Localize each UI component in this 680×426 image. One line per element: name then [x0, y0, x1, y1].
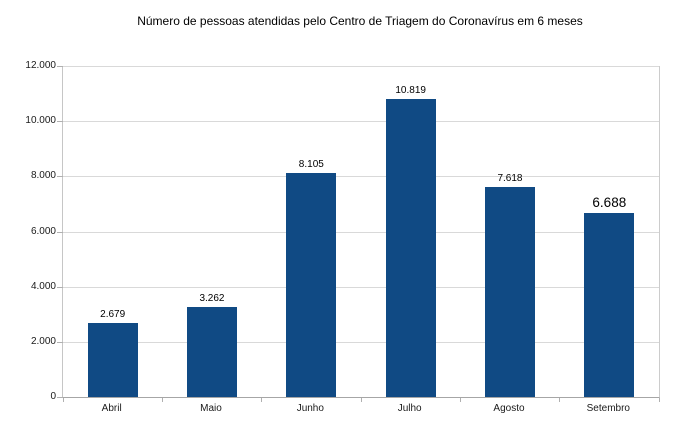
chart-title: Número de pessoas atendidas pelo Centro …	[137, 14, 583, 28]
x-axis-label-abril: Abril	[101, 403, 122, 414]
gridline-2.000	[63, 341, 659, 343]
x-axis-tick	[658, 398, 660, 402]
x-axis-tick	[559, 398, 561, 402]
y-axis-label: 10.000	[25, 115, 56, 127]
bar-junho	[286, 173, 337, 397]
bar-setembro	[584, 212, 635, 397]
gridline-8.000	[63, 176, 659, 178]
x-axis-labels: Abril Maio Junho Julho Agosto Setembro	[62, 402, 658, 418]
y-axis-label: 0	[50, 391, 56, 402]
gridline-4.000	[63, 286, 659, 288]
y-axis-label: 6.000	[30, 225, 56, 237]
bar-value-label-julho: 10.819	[395, 84, 426, 96]
x-axis-tick	[161, 398, 163, 402]
y-axis-tick	[57, 66, 63, 67]
y-axis-tick	[57, 176, 63, 178]
y-axis-tick	[57, 121, 63, 123]
y-axis-tick	[57, 341, 63, 343]
y-axis-tick	[57, 286, 63, 288]
y-axis-label: 12.000	[25, 60, 56, 71]
x-axis-label-maio: Maio	[200, 403, 222, 414]
bar-column-abril: 2.679	[63, 66, 162, 397]
bar-value-label-setembro: 6.688	[592, 194, 627, 210]
bar-column-setembro: 6.688	[560, 66, 659, 397]
y-axis-label: 2.000	[30, 335, 56, 347]
bar-value-label-abril: 2.679	[100, 309, 126, 321]
x-axis-label-agosto: Agosto	[493, 403, 525, 414]
y-axis-label: 8.000	[30, 170, 56, 182]
gridline-12.000	[63, 66, 659, 67]
x-axis-label-setembro: Setembro	[586, 403, 630, 414]
y-axis-tick	[57, 397, 63, 398]
x-axis-label-julho: Julho	[397, 403, 422, 414]
x-axis-tick	[360, 398, 362, 402]
y-axis-tick	[57, 231, 63, 233]
bar-column-julho: 10.819	[361, 66, 460, 397]
bar-value-label-junho: 8.105	[298, 159, 324, 171]
y-axis-label: 4.000	[30, 280, 56, 292]
bar-column-junho: 8.105	[262, 66, 361, 397]
bar-value-label-maio: 3.262	[199, 293, 225, 305]
bar-agosto	[484, 186, 535, 397]
gridline-10.000	[63, 121, 659, 123]
bar-maio	[186, 307, 237, 397]
bar-value-label-agosto: 7.618	[497, 172, 523, 184]
gridline-6.000	[63, 231, 659, 233]
bar-column-maio: 3.262	[162, 66, 261, 397]
bar-column-agosto: 7.618	[460, 66, 559, 397]
x-axis-tick	[62, 398, 64, 402]
x-axis-label-junho: Junho	[296, 403, 324, 414]
x-axis-tick	[459, 398, 461, 402]
y-axis-labels: 0 2.000 4.000 6.000 8.000 10.000 12.000	[0, 0, 56, 426]
bar-abril	[87, 323, 138, 397]
bar-julho	[385, 98, 436, 397]
x-axis-tick	[261, 398, 263, 402]
plot-area: 2.679 3.262 8.105 10.819 7.618 6.688	[57, 66, 660, 402]
